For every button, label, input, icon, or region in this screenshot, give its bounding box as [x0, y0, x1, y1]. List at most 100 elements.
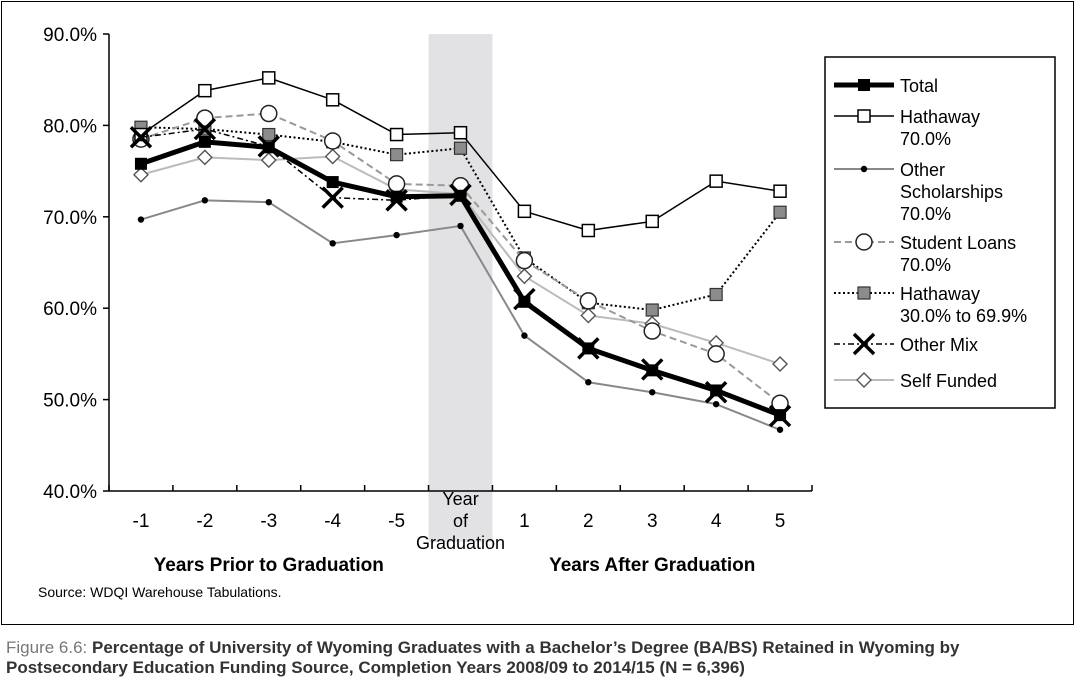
x-category-label: -2: [196, 511, 213, 532]
series-point: [585, 379, 592, 386]
series-point: [776, 426, 784, 433]
group-label-after: Years After Graduation: [549, 555, 755, 576]
x-category-label: -3: [260, 511, 277, 532]
series-point: [518, 295, 531, 308]
series-point: [579, 292, 598, 310]
series-point: [515, 251, 534, 270]
legend-label: 70.0%: [900, 204, 951, 224]
series-point: [453, 125, 468, 140]
series-point: [324, 148, 341, 165]
series-point: [709, 174, 723, 188]
series-point: [196, 109, 214, 127]
series-point: [454, 189, 467, 202]
legend-label: 30.0% to 69.9%: [900, 306, 1027, 326]
series-point: [198, 135, 211, 148]
legend-label: 70.0%: [900, 255, 951, 275]
legend-swatch-marker: [858, 79, 870, 91]
series-point: [709, 287, 723, 302]
series-point: [645, 214, 659, 229]
y-tick-label: 40.0%: [43, 482, 97, 503]
series-point: [772, 355, 789, 372]
caption-lead: Figure 6.6:: [6, 638, 88, 657]
x-category-label: 2: [583, 511, 594, 532]
series-point: [710, 384, 723, 397]
caption-text: Percentage of University of Wyoming Grad…: [6, 638, 960, 677]
x-category-label: 4: [711, 511, 722, 532]
x-category-label: 5: [775, 511, 786, 532]
series-point: [773, 184, 787, 198]
series-point: [326, 176, 339, 189]
x-category-label: 3: [647, 511, 658, 532]
series-point: [516, 268, 533, 285]
series-point: [262, 141, 275, 154]
legend-item: Self Funded: [834, 371, 997, 391]
series-line: [140, 126, 781, 312]
series-point: [649, 389, 656, 396]
series-point: [581, 223, 596, 238]
series-point: [457, 222, 464, 230]
x-category-label: 1: [519, 511, 530, 532]
series-point: [712, 400, 720, 408]
x-category-label: -4: [324, 511, 341, 532]
legend-swatch-marker: [860, 165, 868, 173]
series-0: [134, 135, 787, 422]
series-point: [390, 190, 403, 203]
series-point: [389, 148, 404, 162]
series-point: [132, 166, 149, 183]
figure-caption: Figure 6.6: Percentage of University of …: [6, 638, 1074, 678]
series-point: [129, 126, 153, 149]
legend-item: Other Mix: [834, 332, 978, 356]
legend-swatch-marker: [855, 233, 873, 251]
series-point: [193, 117, 217, 141]
series-point: [260, 152, 277, 169]
series-1: [134, 71, 787, 238]
series-point: [773, 205, 787, 219]
y-tick-label: 90.0%: [43, 25, 97, 46]
legend-label: Hathaway: [900, 107, 980, 127]
series-point: [707, 345, 725, 363]
legend-item: Total: [834, 76, 938, 96]
series-point: [262, 71, 276, 85]
line-chart: 40.0% 50.0% 60.0% 70.0% 80.0% 90.0% -1 -2 -3 -4 -5…: [43, 25, 1056, 576]
series-point: [265, 198, 272, 206]
series-point: [582, 342, 595, 355]
y-tick-label: 80.0%: [43, 116, 97, 137]
x-category-label: -5: [388, 511, 405, 532]
series-point: [134, 157, 147, 170]
figure-frame: 40.0% 50.0% 60.0% 70.0% 80.0% 90.0% -1 -2 -3 -4 -5…: [1, 1, 1074, 625]
series-point: [262, 127, 276, 142]
y-tick-label: 70.0%: [43, 208, 97, 229]
legend-label: Hathaway: [900, 284, 980, 304]
series-point: [453, 141, 468, 155]
series-point: [389, 127, 404, 142]
series-point: [517, 204, 532, 219]
legend-swatch-marker: [857, 286, 871, 300]
y-tick-label: 50.0%: [43, 391, 97, 412]
series-point: [260, 104, 278, 123]
series-point: [325, 93, 340, 107]
series-point: [198, 83, 212, 98]
legend-swatch-marker: [852, 332, 876, 356]
series-point: [645, 303, 659, 317]
legend-label: Total: [900, 76, 938, 96]
legend-label: Self Funded: [900, 371, 997, 391]
series-point: [196, 149, 213, 166]
series-point: [643, 322, 661, 340]
series-point: [646, 364, 659, 377]
legend-swatch-marker: [857, 109, 871, 123]
series-2: [137, 197, 784, 433]
y-tick-label: 60.0%: [43, 299, 97, 320]
series-point: [387, 175, 406, 193]
series-point: [580, 307, 597, 324]
graduation-band: [428, 34, 493, 542]
x-category-label: -1: [133, 511, 150, 532]
legend-label: Other Mix: [900, 335, 978, 355]
x-category-label: Graduation: [416, 533, 505, 553]
legend-swatch-marker: [856, 372, 872, 388]
legend-label: Other: [900, 160, 945, 180]
x-category-label: Year: [442, 489, 478, 509]
